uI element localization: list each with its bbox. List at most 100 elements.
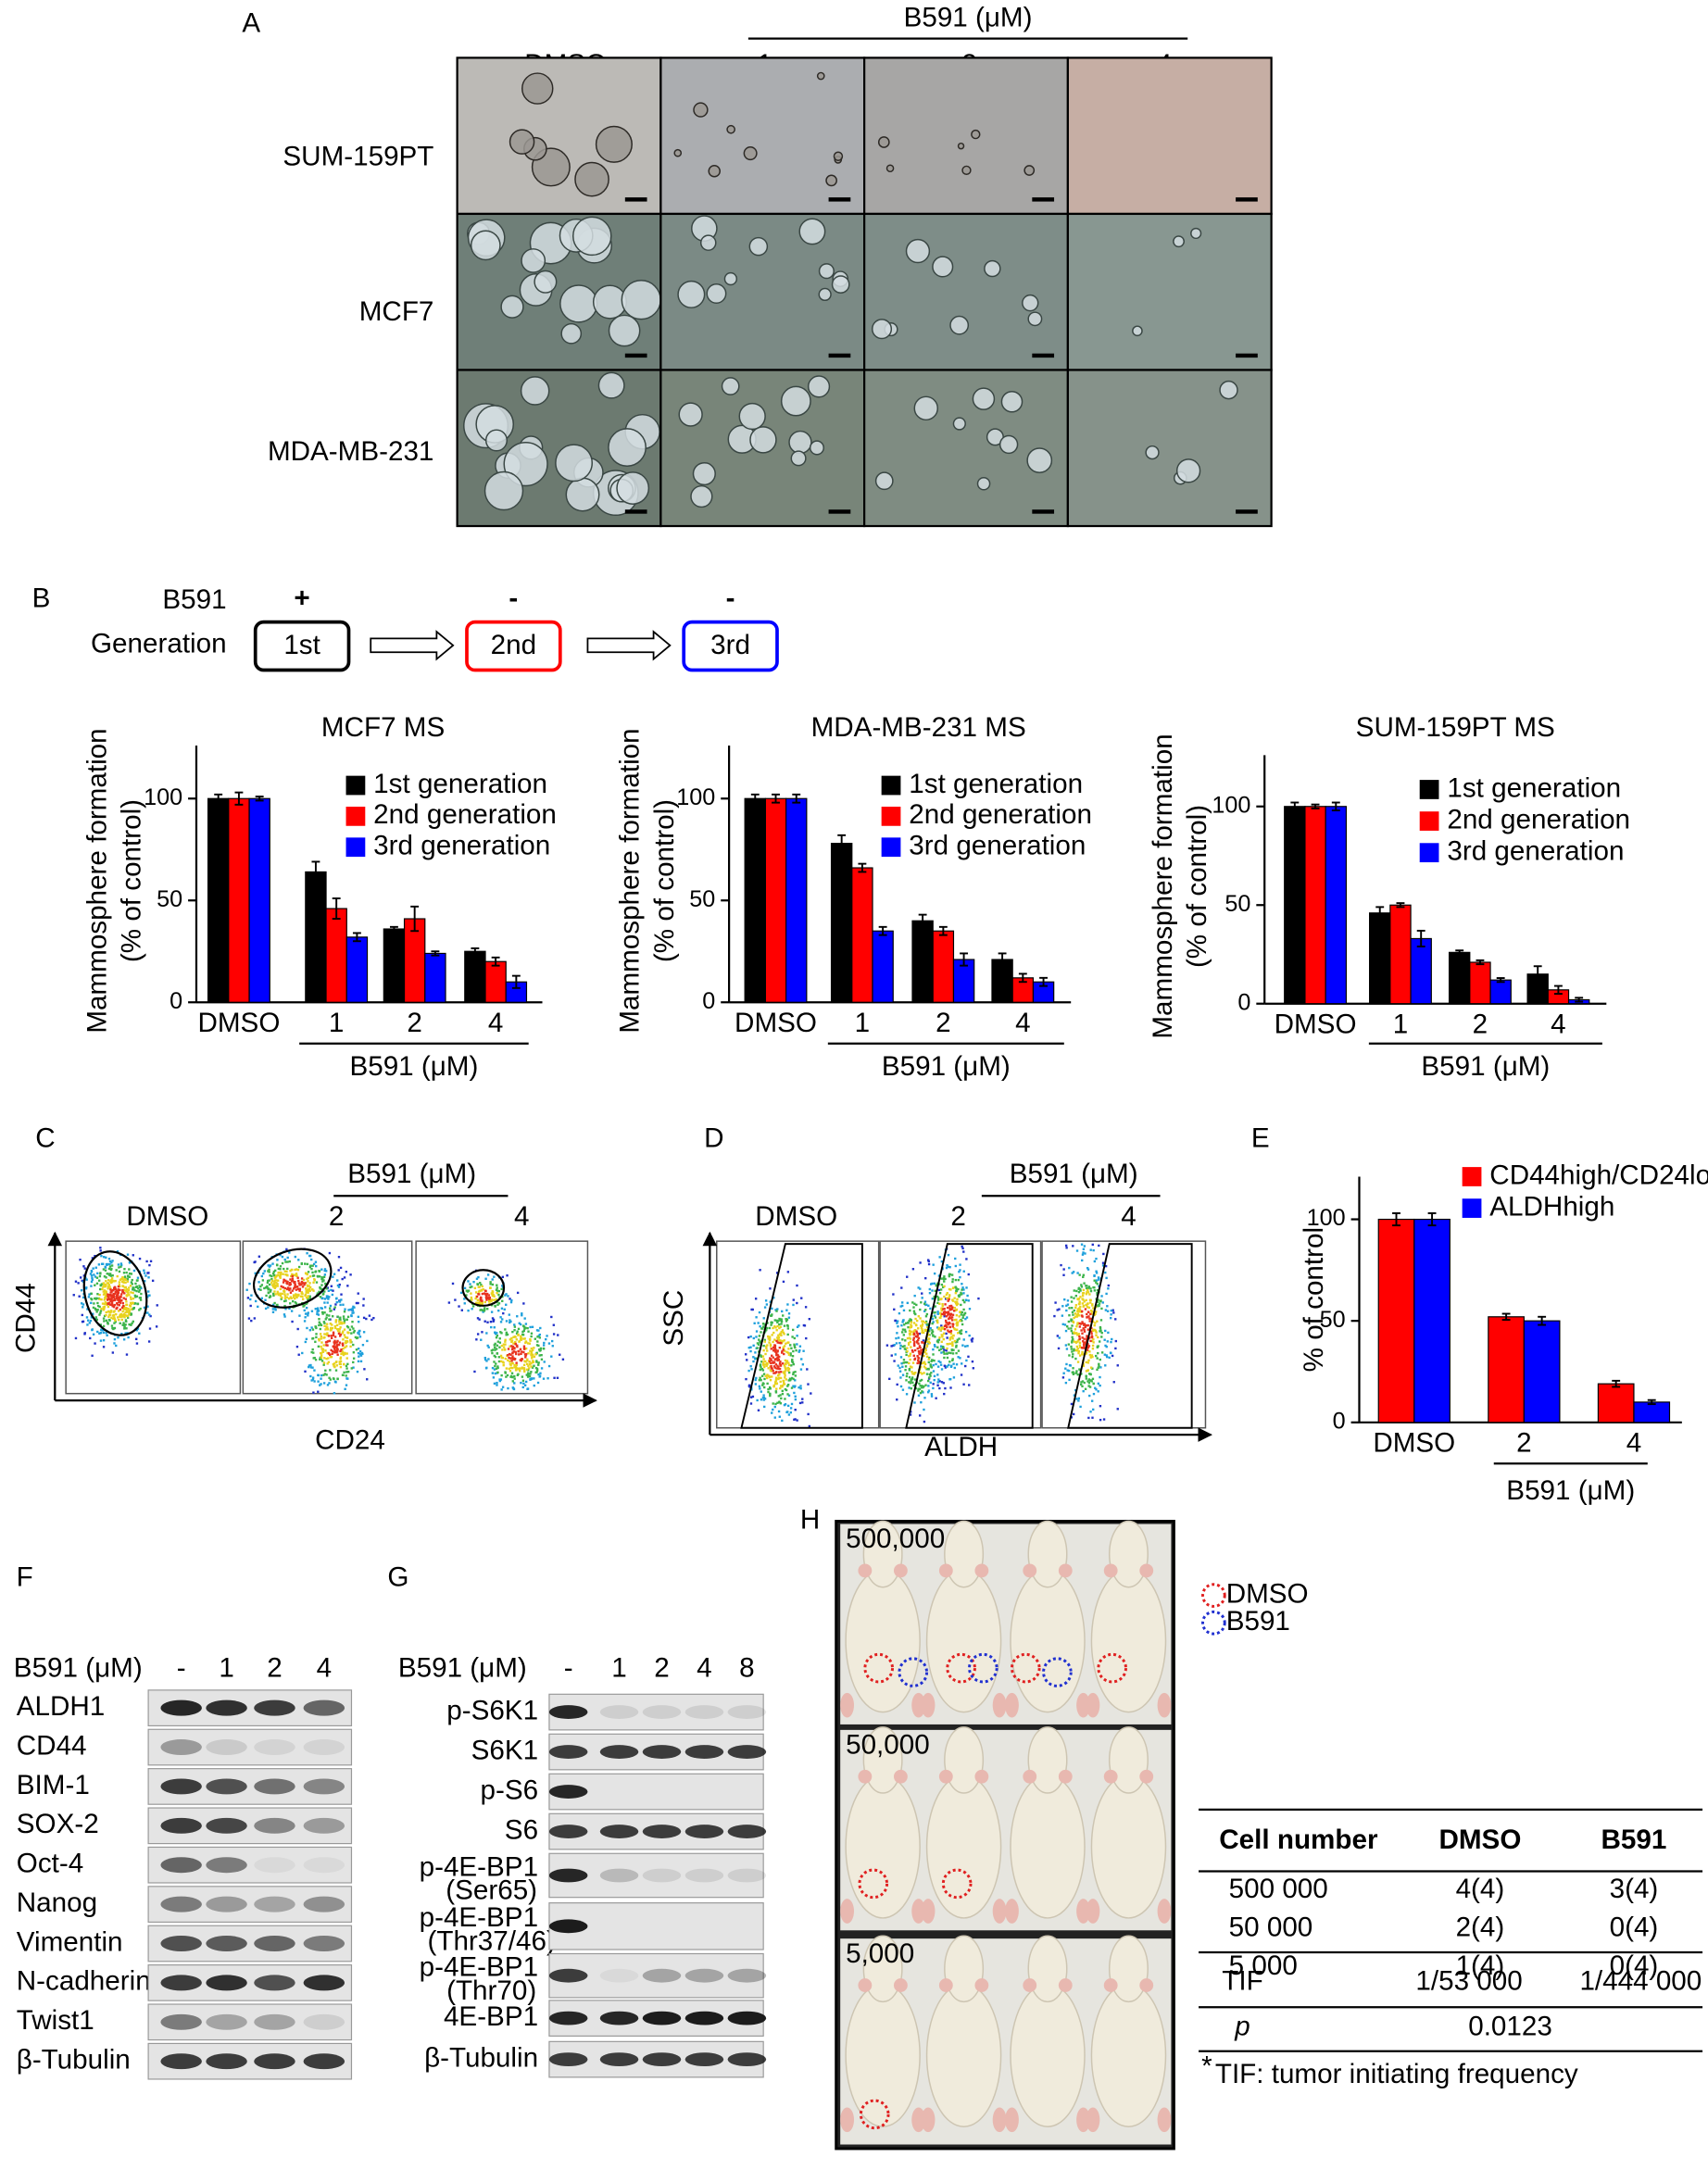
flow-dot	[927, 1358, 930, 1361]
flow-dot	[326, 1332, 329, 1335]
flow-dot	[929, 1363, 932, 1366]
flow-dot	[301, 1351, 304, 1355]
flow-dot	[911, 1348, 914, 1352]
flow-dot	[921, 1331, 923, 1335]
flow-dot	[272, 1284, 275, 1286]
flow-dot	[329, 1378, 332, 1381]
flow-dot	[1106, 1355, 1109, 1359]
flow-dot	[95, 1276, 99, 1279]
blot-band	[254, 1699, 295, 1716]
flow-dot	[100, 1298, 103, 1301]
flow-dot	[538, 1348, 541, 1351]
flow-dot	[523, 1384, 527, 1386]
flow-dot	[99, 1287, 102, 1291]
flow-dot	[525, 1368, 529, 1371]
flow-dot	[1096, 1305, 1099, 1308]
flow-dot	[363, 1368, 366, 1371]
flow-dot	[936, 1365, 940, 1368]
flow-dot	[954, 1300, 957, 1303]
bar	[248, 797, 270, 1003]
flow-dot	[949, 1329, 953, 1333]
flow-dot	[104, 1266, 107, 1269]
flow-dot	[917, 1333, 920, 1336]
flow-dot	[308, 1329, 312, 1332]
flow-dot	[939, 1316, 942, 1319]
flow-dot	[295, 1268, 298, 1271]
flow-dot	[493, 1298, 496, 1301]
flow-dot	[325, 1287, 328, 1290]
flow-dot	[298, 1284, 301, 1286]
flow-dot	[307, 1298, 309, 1301]
flow-dot	[748, 1386, 751, 1388]
flow-dot	[1076, 1323, 1079, 1326]
flow-dot	[1070, 1296, 1073, 1298]
flow-dot	[1091, 1355, 1094, 1359]
flow-dot	[137, 1290, 141, 1293]
flow-dot	[947, 1329, 949, 1332]
flow-dot	[910, 1387, 912, 1390]
flow-dot	[778, 1415, 781, 1418]
gate	[905, 1243, 1034, 1429]
flow-dot	[1101, 1264, 1105, 1267]
flow-dot	[521, 1375, 524, 1378]
flow-dot	[906, 1275, 909, 1278]
flow-dot	[523, 1360, 526, 1362]
flow-dot	[1084, 1252, 1086, 1255]
x-tick-label: 1	[329, 1008, 344, 1038]
flow-dot	[925, 1344, 929, 1347]
flow-dot	[102, 1268, 106, 1271]
flow-dot	[934, 1316, 937, 1319]
flow-dot	[1073, 1372, 1075, 1375]
flow-dot	[315, 1281, 319, 1284]
flow-dot	[305, 1307, 308, 1310]
flow-dot	[358, 1330, 360, 1333]
flow-dot	[517, 1353, 521, 1356]
flow-dot	[490, 1292, 494, 1295]
flow-dot	[933, 1359, 936, 1362]
flow-dot	[1077, 1351, 1080, 1355]
flow-dot	[943, 1364, 947, 1367]
y-tick-label: 50	[1224, 891, 1250, 917]
y-tick-label: 100	[1307, 1205, 1346, 1231]
flow-dot	[1091, 1416, 1094, 1419]
flow-dot	[475, 1291, 478, 1294]
flow-dot	[966, 1294, 969, 1298]
flow-dot	[769, 1392, 772, 1396]
flow-dot	[911, 1377, 914, 1381]
flow-dot	[537, 1344, 540, 1348]
flow-dot	[107, 1282, 109, 1285]
flow-dot	[316, 1307, 320, 1310]
flow-dot	[1097, 1366, 1099, 1370]
flow-dot	[506, 1333, 509, 1336]
flow-dot	[515, 1363, 518, 1367]
flow-dot	[119, 1313, 121, 1316]
flow-dot	[510, 1372, 514, 1374]
flow-dot	[917, 1389, 920, 1392]
flow-dot	[901, 1388, 905, 1391]
bar	[1448, 951, 1471, 1005]
sphere	[1219, 380, 1238, 400]
flow-dot	[498, 1378, 501, 1381]
group-label: B591 (μM)	[904, 3, 1033, 33]
flow-dot	[906, 1361, 909, 1364]
flow-dot	[801, 1363, 805, 1366]
flow-dot	[747, 1336, 750, 1339]
flow-dot	[940, 1260, 944, 1263]
flow-dot	[333, 1306, 336, 1309]
flow-dot	[928, 1373, 932, 1376]
y-axis-label: CD44	[10, 1283, 41, 1353]
panel-label: D	[704, 1122, 723, 1153]
x-tick-label: 2	[1516, 1427, 1531, 1458]
flow-dot	[531, 1366, 534, 1369]
flow-dot	[318, 1318, 320, 1321]
flow-dot	[267, 1291, 270, 1295]
flow-dot	[932, 1363, 935, 1367]
scale-bar	[828, 353, 851, 358]
flow-dot	[125, 1287, 129, 1291]
flow-dot	[1081, 1294, 1085, 1298]
flow-dot	[480, 1284, 483, 1286]
bar	[1489, 979, 1512, 1005]
flow-dot	[895, 1336, 898, 1340]
flow-dot	[290, 1274, 293, 1278]
flow-dot	[1075, 1345, 1079, 1348]
